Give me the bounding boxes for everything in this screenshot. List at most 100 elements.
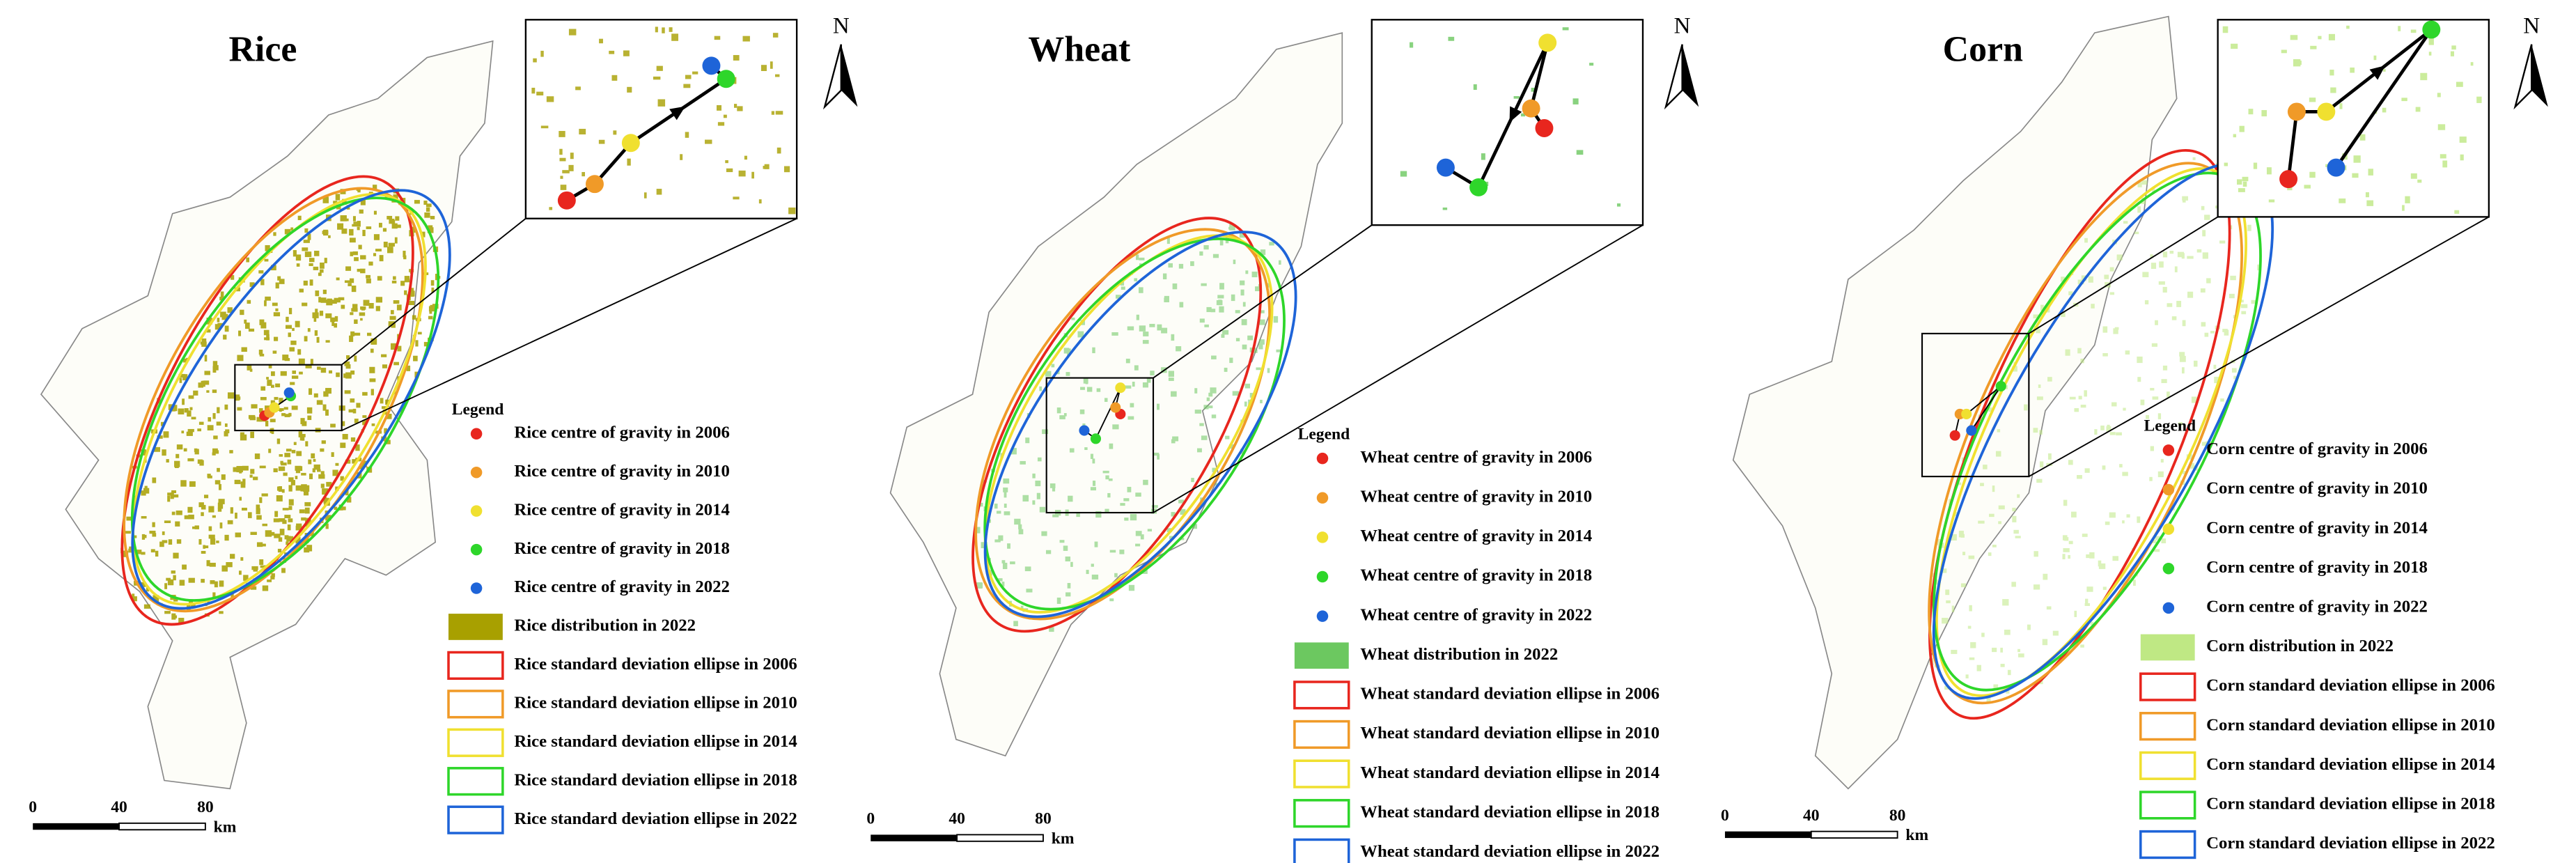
- crop-pixel: [2116, 432, 2122, 436]
- legend-label: Rice standard deviation ellipse in 2022: [514, 809, 797, 828]
- crop-pixel: [322, 289, 327, 295]
- crop-pixel: [1199, 318, 1205, 323]
- crop-pixel: [2047, 453, 2052, 460]
- crop-pixel: [296, 451, 302, 456]
- crop-pixel: [2204, 215, 2210, 220]
- crop-pixel: [1032, 473, 1036, 479]
- crop-pixel: [1211, 355, 1217, 359]
- crop-pixel: [2027, 624, 2031, 630]
- crop-pixel: [174, 460, 180, 467]
- crop-pixel: [431, 287, 435, 293]
- crop-pixel: [266, 334, 270, 341]
- crop-pixel: [2177, 251, 2184, 258]
- crop-pixel: [279, 529, 285, 536]
- crop-pixel: [2000, 647, 2003, 653]
- crop-pixel: [404, 290, 407, 295]
- crop-pixel: [332, 469, 338, 476]
- panel: N Rice Legend Rice centre of gravity in 200…: [29, 14, 858, 836]
- legend-point: [470, 505, 483, 517]
- crop-pixel: [281, 462, 287, 466]
- crop-pixel: [1136, 254, 1139, 261]
- crop-pixel: [171, 570, 175, 574]
- crop-pixel: [261, 493, 268, 497]
- crop-pixel: [212, 592, 216, 599]
- legend-point: [470, 428, 483, 440]
- crop-pixel: [1222, 329, 1229, 335]
- crop-pixel: [2109, 432, 2116, 435]
- crop-pixel: [1104, 398, 1108, 402]
- crop-pixel: [1221, 334, 1225, 338]
- crop-pixel: [288, 332, 291, 337]
- crop-pixel: [153, 595, 159, 602]
- crop-pixel: [1980, 483, 1984, 486]
- crop-pixel: [997, 578, 1003, 582]
- legend-point: [1316, 452, 1329, 465]
- legend-label: Wheat centre of gravity in 2010: [1360, 487, 1592, 506]
- crop-pixel: [1245, 270, 1249, 274]
- crop-pixel: [2437, 93, 2441, 98]
- crop-pixel: [1194, 388, 1198, 394]
- crop-pixel: [208, 526, 212, 531]
- crop-pixel: [204, 371, 210, 375]
- crop-pixel: [1171, 512, 1176, 517]
- crop-pixel: [1171, 439, 1176, 444]
- crop-pixel: [2074, 407, 2079, 412]
- crop-pixel: [2295, 60, 2299, 63]
- crop-pixel: [375, 297, 383, 303]
- crop-pixel: [627, 158, 631, 166]
- inset-speckles: [531, 26, 796, 215]
- crop-pixel: [335, 194, 341, 201]
- crop-pixel: [364, 419, 367, 423]
- legend-label: Wheat standard deviation ellipse in 2010: [1360, 724, 1660, 743]
- crop-pixel: [201, 579, 205, 583]
- crop-pixel: [379, 255, 384, 262]
- crop-pixel: [2293, 59, 2301, 67]
- crop-pixel: [2219, 240, 2226, 244]
- crop-pixel: [533, 58, 537, 63]
- crop-pixel: [387, 215, 393, 220]
- crop-pixel: [227, 392, 235, 399]
- crop-pixel: [2089, 552, 2095, 559]
- arrow-head: [669, 106, 686, 120]
- crop-pixel: [1164, 295, 1169, 302]
- crop-pixel: [671, 33, 679, 41]
- crop-pixel: [272, 350, 277, 354]
- crop-pixel: [2401, 98, 2407, 102]
- crop-pixel: [224, 423, 228, 427]
- crop-pixel: [1156, 403, 1160, 410]
- crop-pixel: [278, 466, 286, 472]
- crop-pixel: [162, 531, 165, 536]
- crop-pixel: [301, 472, 306, 476]
- crop-pixel: [1589, 63, 1594, 66]
- crop-pixel: [319, 311, 324, 316]
- crop-pixel: [1004, 504, 1007, 508]
- crop-pixel: [540, 125, 549, 129]
- crop-pixel: [1166, 528, 1172, 533]
- crop-pixel: [598, 139, 605, 144]
- crop-pixel: [303, 280, 308, 286]
- crop-pixel: [2353, 155, 2361, 163]
- crop-pixel: [1139, 287, 1143, 293]
- crop-pixel: [351, 285, 357, 293]
- crop-pixel: [152, 533, 157, 537]
- centre-point: [283, 387, 295, 398]
- crop-pixel: [1951, 605, 1955, 612]
- crop-pixel: [1051, 364, 1055, 368]
- crop-pixel: [2006, 689, 2010, 694]
- crop-pixel: [714, 36, 721, 40]
- legend-label: Rice centre of gravity in 2014: [514, 500, 730, 519]
- crop-pixel: [413, 355, 418, 361]
- crop-pixel: [1135, 492, 1141, 497]
- crop-pixel: [303, 491, 309, 496]
- crop-pixel: [274, 511, 279, 518]
- crop-pixel: [230, 274, 235, 280]
- crop-pixel: [273, 518, 280, 522]
- legend-point: [2162, 562, 2175, 575]
- scale-label: 40: [1803, 807, 1820, 825]
- crop-pixel: [1225, 435, 1230, 440]
- crop-pixel: [193, 390, 198, 396]
- crop-pixel: [2109, 267, 2114, 272]
- crop-pixel: [994, 539, 1001, 543]
- crop-pixel: [1004, 511, 1010, 515]
- crop-pixel: [2102, 586, 2107, 590]
